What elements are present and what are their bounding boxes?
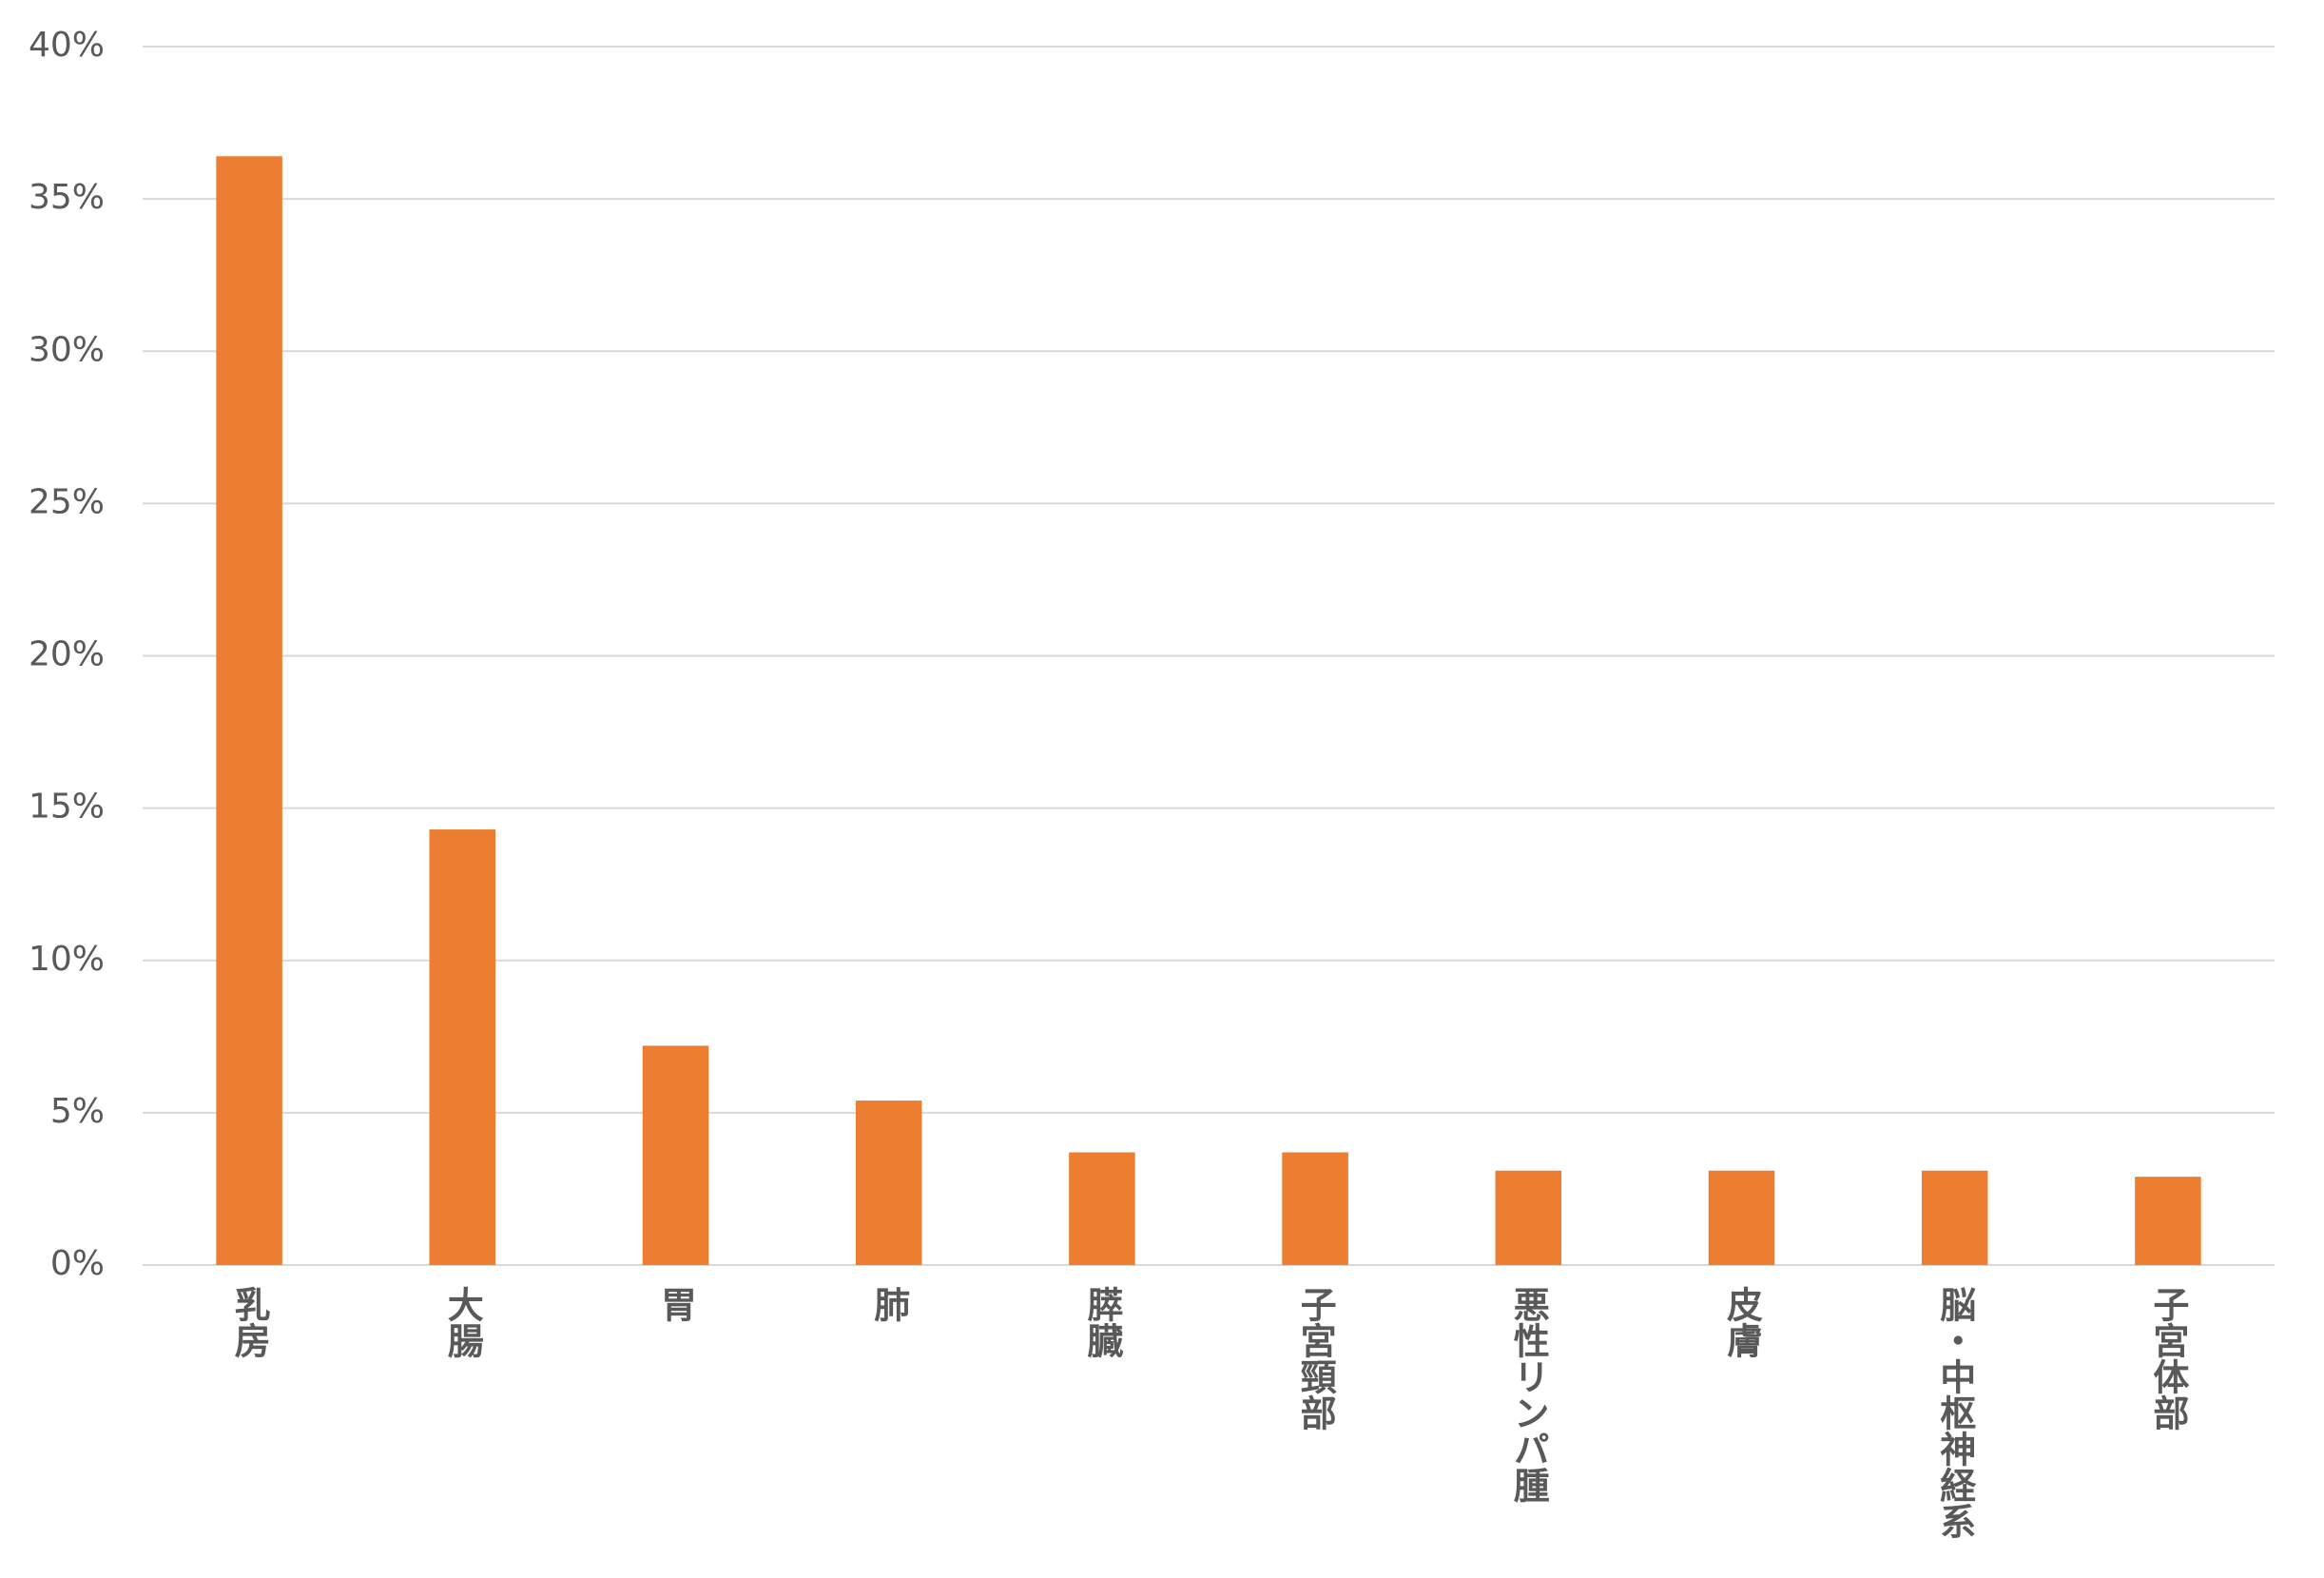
x-tick-label: 子宮体部: [2147, 1286, 2189, 1431]
y-tick-label: 40%: [29, 26, 105, 65]
bar: [1282, 1152, 1348, 1265]
y-tick-label: 5%: [50, 1092, 105, 1131]
y-tick-label: 35%: [29, 178, 105, 217]
x-tick-label: 脳・中枢神経系: [1934, 1286, 1976, 1539]
bar: [429, 829, 496, 1265]
x-tick-label: 皮膚: [1721, 1286, 1763, 1358]
bar: [1708, 1170, 1775, 1265]
bar: [1495, 1170, 1562, 1265]
bar: [642, 1045, 709, 1265]
bar: [855, 1101, 922, 1265]
x-tick-label: 胃: [655, 1286, 697, 1322]
x-tick-label: 子宮頸部: [1294, 1286, 1336, 1431]
y-tick-label: 15%: [29, 788, 105, 827]
y-tick-label: 30%: [29, 330, 105, 369]
bar: [1921, 1170, 1988, 1265]
y-tick-label: 10%: [29, 940, 105, 979]
y-tick-label: 20%: [29, 635, 105, 674]
x-tick-label: 大腸: [441, 1286, 483, 1359]
x-tick-label: 膵臓: [1081, 1286, 1123, 1359]
bar: [2135, 1177, 2201, 1265]
y-tick-label: 25%: [29, 482, 105, 521]
x-tick-label: 悪性リンパ腫: [1507, 1286, 1549, 1503]
bar: [1069, 1152, 1135, 1265]
bar: [216, 156, 282, 1265]
y-tick-label: 0%: [50, 1244, 105, 1283]
x-tick-label: 肺: [868, 1286, 910, 1322]
x-tick-label: 乳房: [228, 1286, 270, 1358]
